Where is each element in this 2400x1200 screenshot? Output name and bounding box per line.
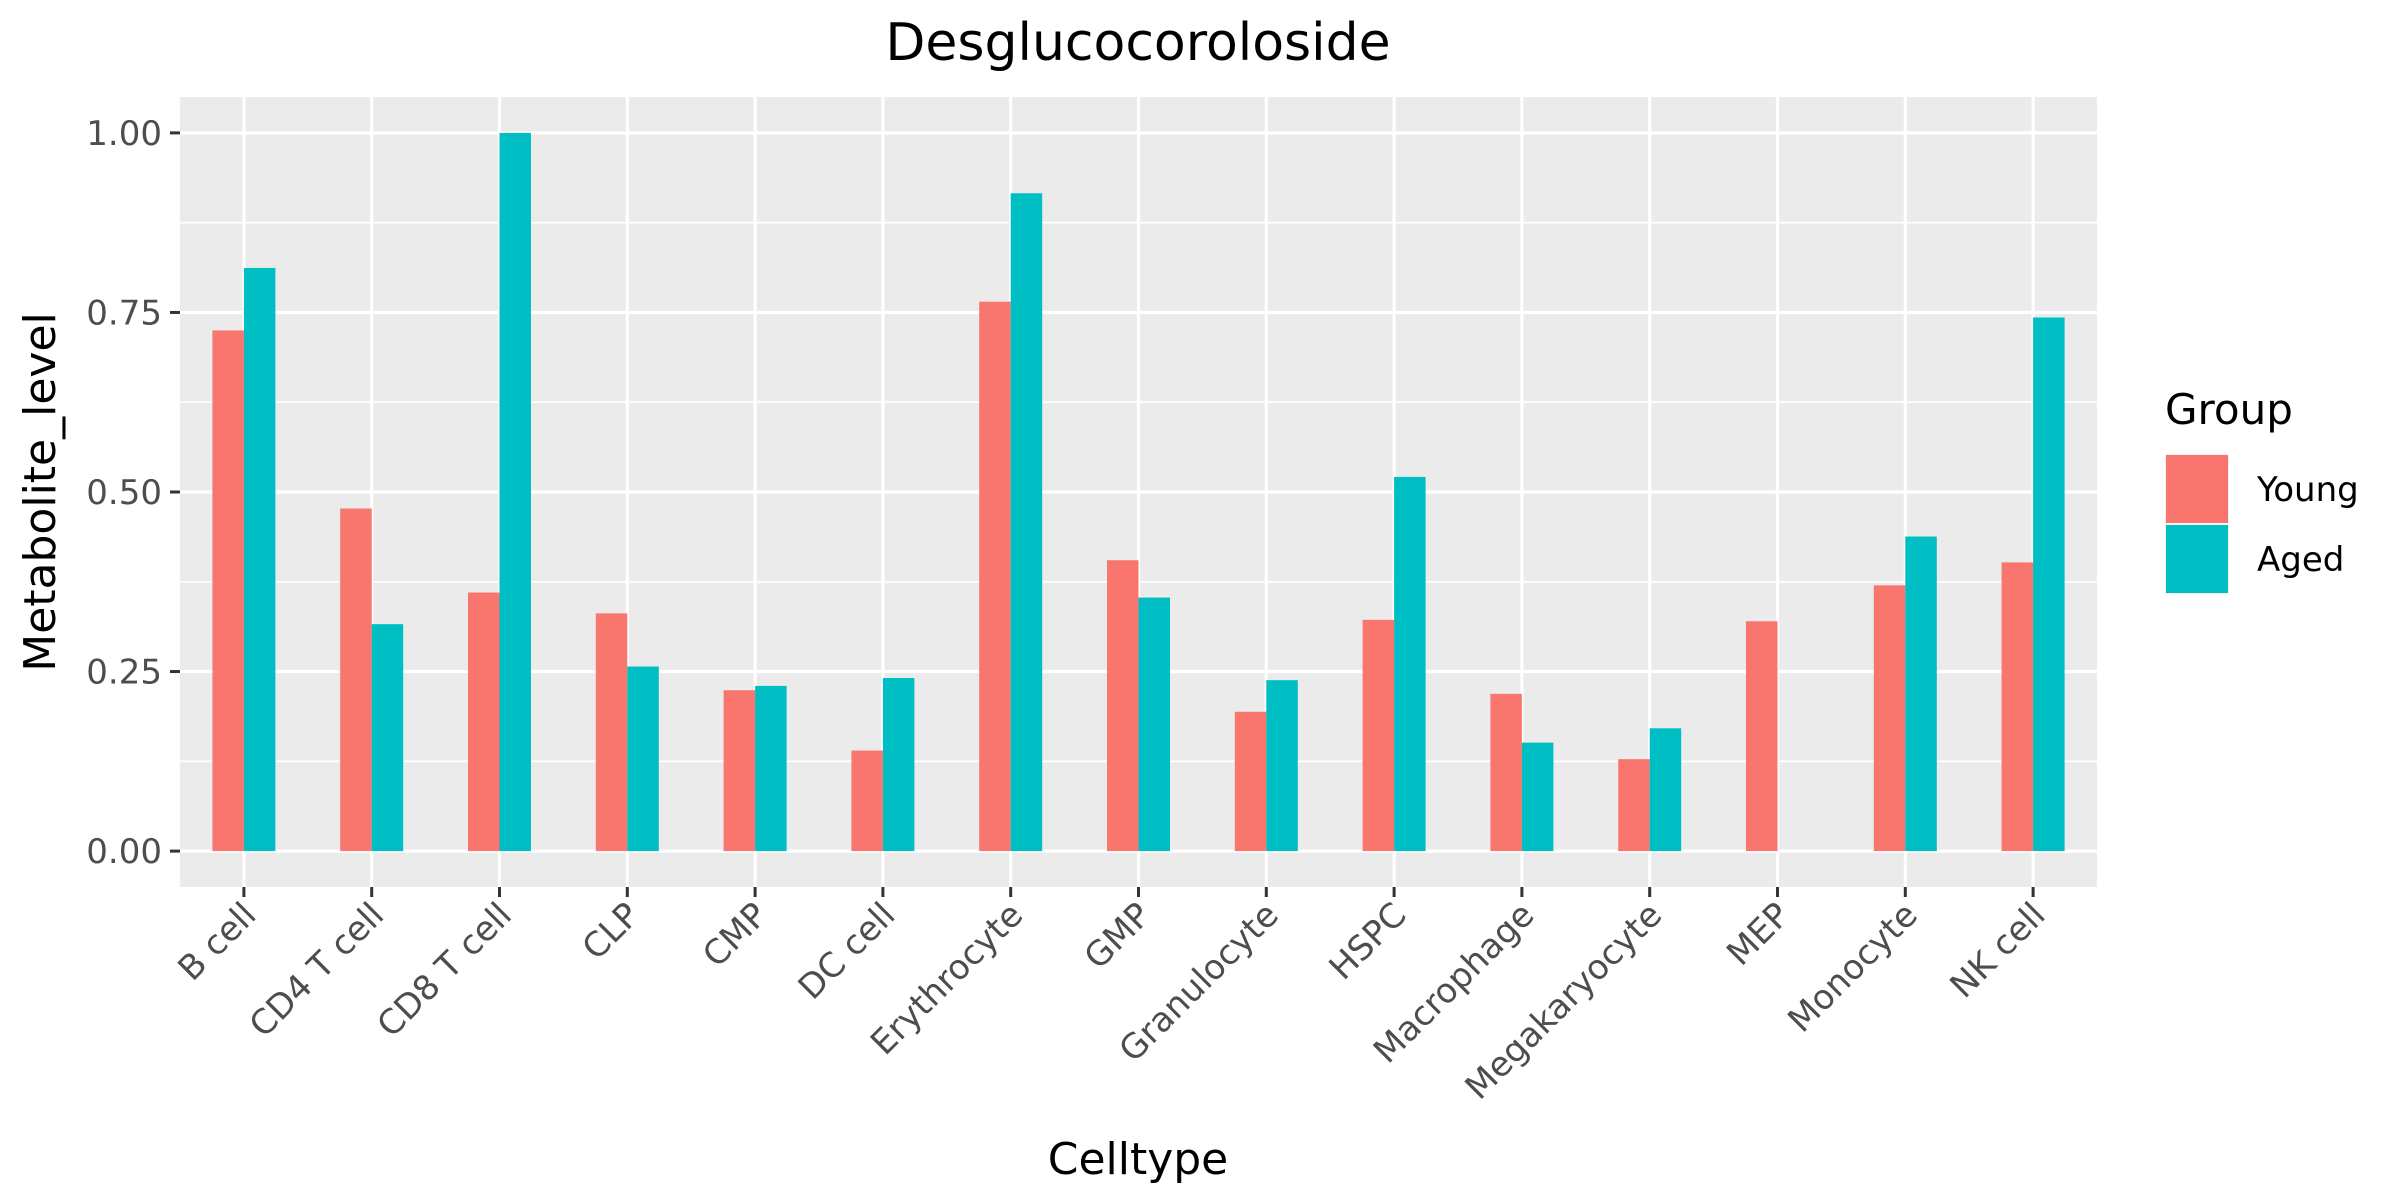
bar-young-14 — [1873, 585, 1906, 852]
bar-young-12 — [1618, 759, 1650, 852]
legend-label-aged: Aged — [2257, 540, 2344, 580]
bar-aged-12 — [1649, 728, 1682, 852]
y-tick-label: 0.00 — [86, 832, 162, 872]
legend-swatch-young — [2166, 455, 2228, 523]
bar-aged-14 — [1905, 536, 1937, 852]
bar-aged-4 — [627, 666, 659, 852]
bar-young-11 — [1490, 693, 1522, 852]
y-axis: 0.00 0.25 0.50 0.75 1.00 — [86, 114, 180, 872]
bar-aged-11 — [1521, 742, 1554, 852]
bar-aged-10 — [1394, 476, 1426, 852]
bar-aged-6 — [882, 678, 915, 852]
x-axis-title: Celltype — [1048, 1134, 1229, 1185]
bar-aged-7 — [1010, 193, 1043, 852]
bar-young-5 — [723, 690, 756, 852]
legend-label-young: Young — [2256, 470, 2359, 510]
bar-aged-8 — [1138, 597, 1170, 852]
legend: Group Young Aged — [2165, 385, 2359, 594]
bar-aged-2 — [371, 624, 404, 852]
bar-young-2 — [340, 508, 372, 852]
bar-young-8 — [1107, 560, 1139, 852]
bar-young-3 — [468, 592, 500, 852]
bar-young-4 — [595, 613, 628, 852]
bar-aged-3 — [499, 132, 531, 852]
legend-title: Group — [2165, 385, 2293, 434]
bars — [212, 132, 2065, 852]
bar-young-15 — [2001, 562, 2034, 852]
bar-young-13 — [1746, 621, 1778, 852]
bar-aged-1 — [243, 267, 276, 852]
bar-young-6 — [851, 750, 883, 852]
y-axis-title: Metabolite_level — [15, 312, 66, 672]
bar-young-7 — [979, 301, 1011, 852]
legend-swatch-aged — [2166, 525, 2228, 593]
bar-aged-5 — [755, 685, 787, 852]
bar-young-9 — [1234, 711, 1267, 852]
y-tick-label: 0.25 — [86, 653, 162, 693]
chart-title: Desglucocoroloside — [885, 13, 1390, 73]
bar-aged-15 — [2033, 317, 2065, 852]
bar-young-10 — [1362, 619, 1395, 852]
y-tick-label: 0.50 — [86, 473, 162, 513]
y-tick-label: 1.00 — [86, 114, 162, 154]
y-tick-label: 0.75 — [86, 293, 162, 333]
bar-young-1 — [212, 330, 244, 852]
bar-aged-9 — [1266, 680, 1298, 852]
